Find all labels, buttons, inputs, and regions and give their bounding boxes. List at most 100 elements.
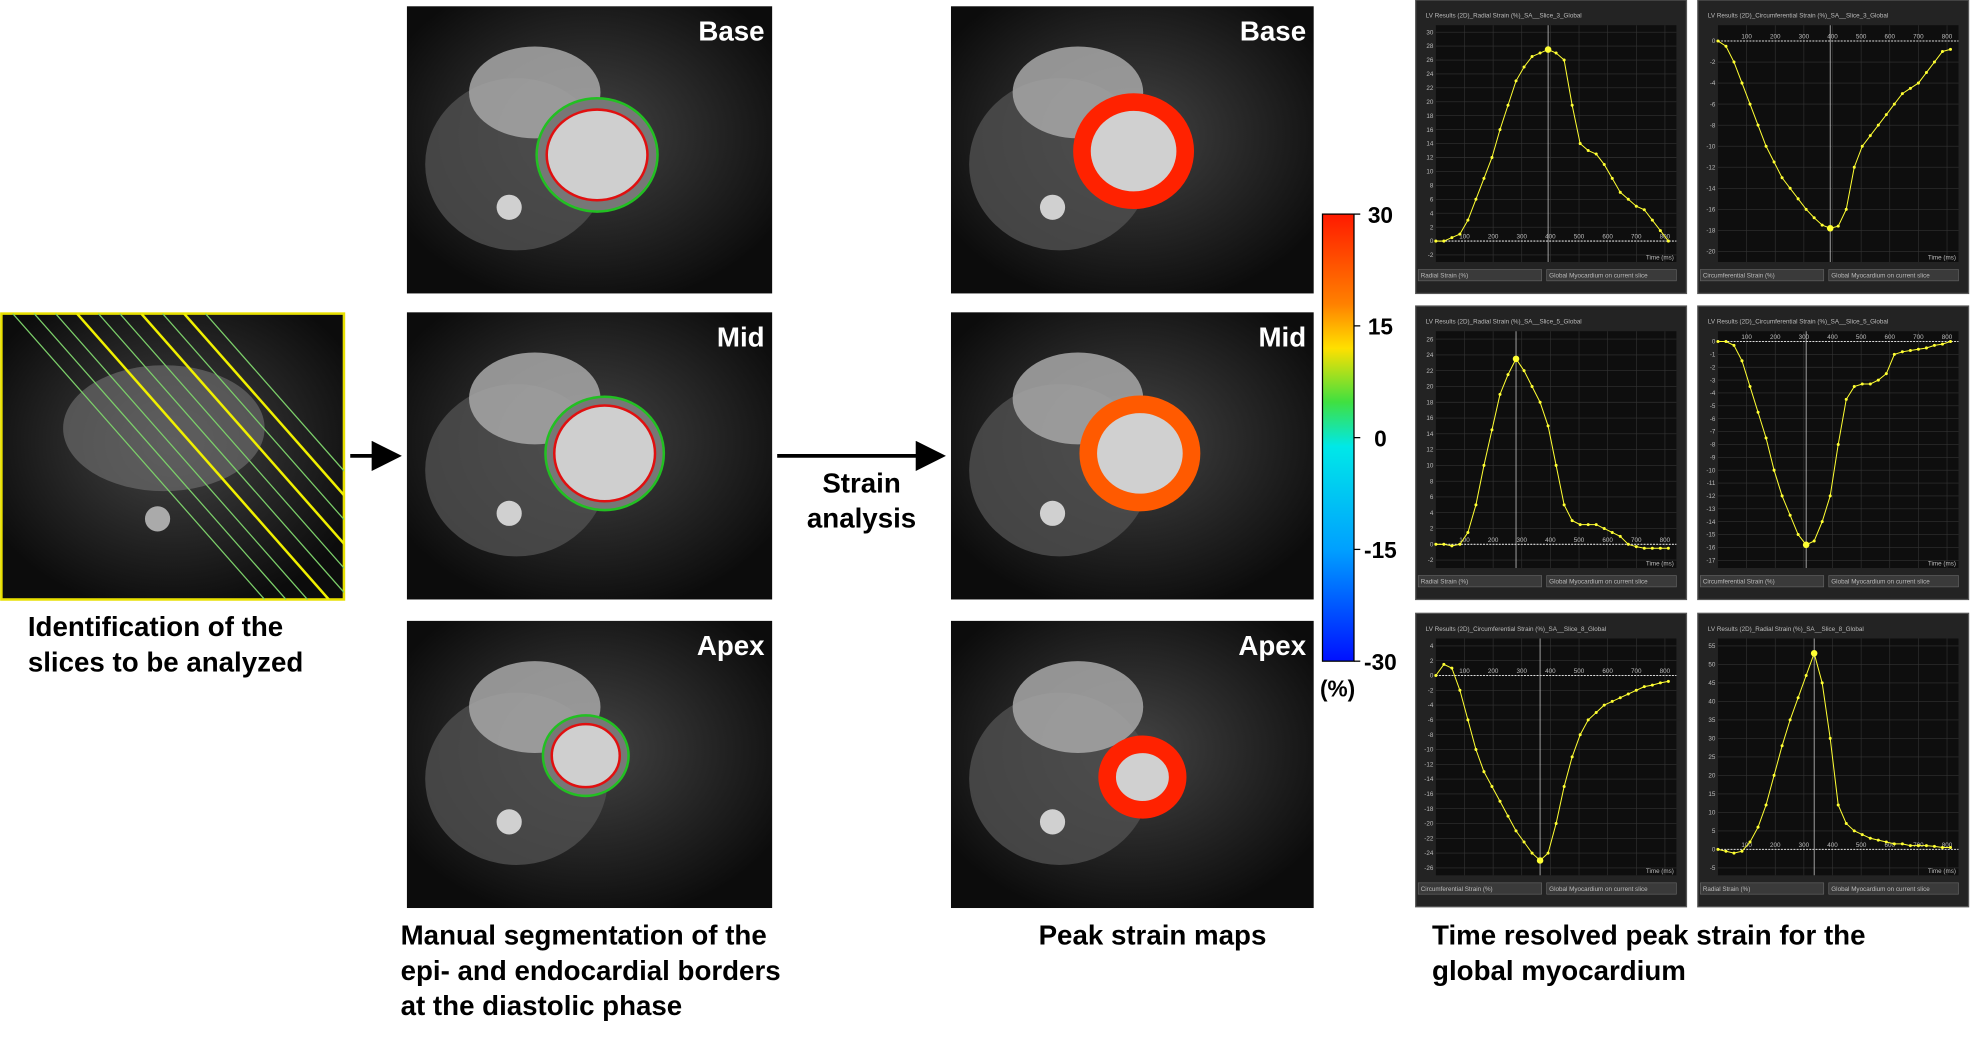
panel-label: Base [1240, 15, 1306, 46]
strain-point [1820, 223, 1824, 227]
anatomy [1039, 194, 1066, 220]
strain-point [1772, 468, 1776, 472]
x-tick-label: 100 [1459, 234, 1470, 241]
dropdown-text: Global Myocardium on current slice [1831, 579, 1930, 586]
strain-point [1482, 770, 1486, 774]
strain-point [1458, 542, 1462, 546]
x-tick-label: 200 [1488, 234, 1499, 241]
strain-point [1578, 142, 1582, 146]
strain-point [1666, 546, 1670, 550]
y-tick-label: -4 [1710, 390, 1716, 397]
strain-point [1610, 699, 1614, 703]
strain-point [1474, 747, 1478, 752]
strain-point [1826, 225, 1834, 232]
y-tick-label: -24 [1424, 850, 1434, 857]
y-tick-label: 8 [1430, 182, 1434, 189]
x-tick-label: 100 [1459, 537, 1470, 544]
dropdown-text: Radial Strain (%) [1421, 579, 1468, 586]
y-tick-label: -6 [1428, 717, 1434, 724]
strain-point [1884, 113, 1888, 117]
caption: epi- and endocardial borders [401, 955, 781, 986]
colorbar-tick-label: 0 [1374, 425, 1387, 451]
strain-point [1536, 857, 1544, 864]
strain-point [1924, 844, 1928, 848]
x-tick-label: 700 [1631, 234, 1642, 241]
y-tick-label: 0 [1712, 339, 1716, 346]
y-tick-label: 8 [1430, 478, 1434, 485]
strain-point [1802, 541, 1810, 549]
chart-title: LV Results (2D)_Circumferential Strain (… [1708, 319, 1888, 326]
strain-point [1900, 350, 1904, 354]
strain-point [1658, 681, 1662, 685]
strain-point [1748, 840, 1752, 844]
y-tick-label: 20 [1426, 99, 1433, 106]
y-tick-label: -26 [1424, 865, 1434, 872]
strain-point [1716, 847, 1720, 851]
y-tick-label: 16 [1426, 127, 1433, 134]
strain-point [1514, 829, 1518, 833]
strain-point [1642, 546, 1646, 550]
strain-point [1764, 144, 1768, 148]
y-tick-label: -10 [1706, 467, 1716, 474]
dropdown [1546, 882, 1677, 895]
strain-point [1618, 190, 1622, 194]
y-tick-label: 14 [1426, 141, 1433, 148]
strain-point [1570, 103, 1574, 107]
x-tick-label: 400 [1545, 234, 1556, 241]
dropdown-text: Circumferential Strain (%) [1703, 273, 1775, 280]
strain-point [1522, 369, 1526, 373]
y-tick-label: 4 [1430, 510, 1434, 517]
strain-point [1756, 825, 1760, 829]
strain-point [1740, 849, 1744, 853]
strain-point [1876, 838, 1880, 842]
x-tick-label: 100 [1741, 33, 1752, 40]
y-tick-label: -18 [1424, 806, 1434, 813]
dropdown [1828, 882, 1959, 895]
plot-area [1717, 331, 1959, 568]
strain-point [1772, 773, 1776, 777]
strain-point [1642, 208, 1646, 212]
strain-point [1618, 534, 1622, 538]
y-tick-label: 0 [1430, 238, 1434, 245]
strain-point [1450, 544, 1454, 548]
strain-point [1892, 352, 1896, 356]
x-tick-label: 800 [1942, 842, 1953, 849]
epicardial-contour [544, 395, 666, 512]
strain-point [1474, 197, 1478, 201]
caption: slices to be analyzed [28, 646, 303, 677]
anatomy [496, 809, 522, 835]
y-tick-label: -5 [1710, 403, 1716, 410]
dropdown [1417, 269, 1542, 282]
strain-point [1852, 385, 1856, 389]
panel-label: Mid [717, 321, 765, 352]
endocardial-contour [550, 722, 622, 789]
strain-point [1788, 718, 1792, 722]
x-tick-label: 300 [1517, 668, 1528, 675]
strain-point [1434, 673, 1438, 678]
x-tick-label: 100 [1459, 668, 1470, 675]
strain-ring [1098, 735, 1187, 819]
strain-point [1756, 123, 1760, 127]
dropdown [1828, 269, 1959, 282]
dropdown-text: Global Myocardium on current slice [1831, 886, 1930, 893]
y-tick-label: -14 [1706, 519, 1716, 526]
strain-point [1892, 102, 1896, 106]
strain-point [1940, 49, 1944, 54]
y-tick-label: -22 [1424, 835, 1434, 842]
strain-point [1626, 197, 1630, 201]
strain-point [1932, 343, 1936, 347]
strain-point [1796, 696, 1800, 700]
x-tick-label: 200 [1770, 842, 1781, 849]
x-tick-label: 600 [1885, 33, 1896, 40]
dropdown-text: Circumferential Strain (%) [1703, 579, 1775, 586]
strain-ring [1073, 93, 1195, 210]
y-tick-label: -16 [1706, 206, 1716, 213]
x-axis-label: Time (ms) [1646, 560, 1674, 567]
x-tick-label: 400 [1827, 842, 1838, 849]
x-tick-label: 100 [1741, 334, 1752, 341]
y-tick-label: 18 [1426, 399, 1433, 406]
strain-point [1642, 685, 1646, 689]
strain-point [1724, 44, 1728, 48]
strain-point [1820, 520, 1824, 524]
strain-point [1732, 851, 1736, 855]
